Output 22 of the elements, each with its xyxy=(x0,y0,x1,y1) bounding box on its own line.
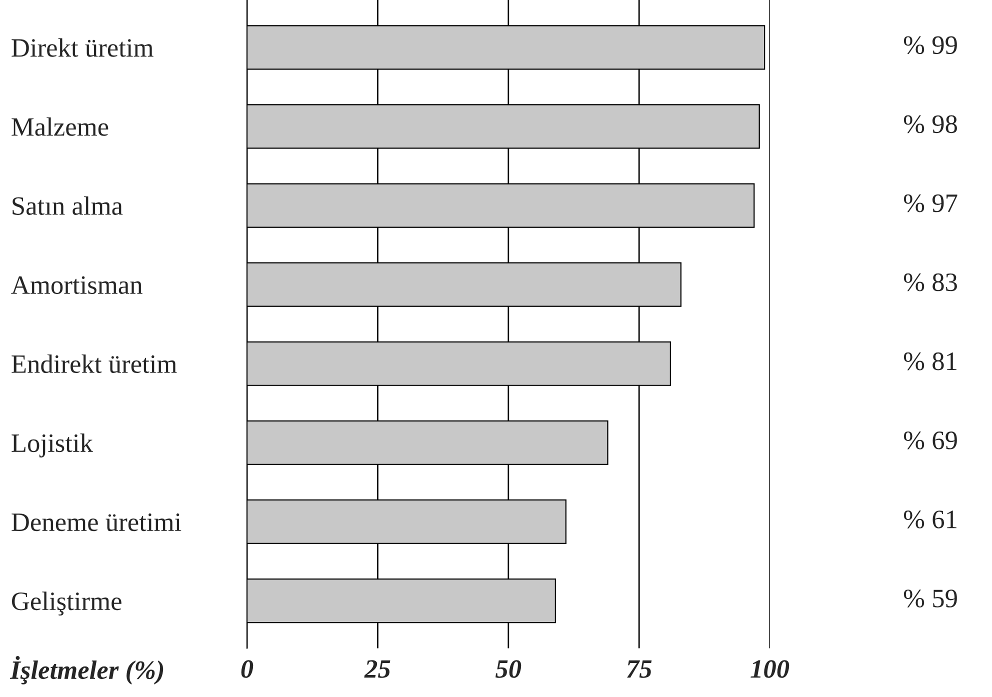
x-tick-label: 25 xyxy=(364,660,390,678)
data-label: % 83 xyxy=(904,273,957,292)
data-label: % 99 xyxy=(904,36,957,54)
y-tick-label: Endirekt üretim xyxy=(12,354,177,374)
y-tick-label: Geliştirme xyxy=(12,592,122,616)
y-tick-label: Direkt üretim xyxy=(12,38,154,57)
y-tick-label: Satın alma xyxy=(12,196,123,215)
y-tick-label: Malzeme xyxy=(12,117,108,136)
x-tick-label: 75 xyxy=(627,660,652,678)
data-label: % 61 xyxy=(904,510,956,528)
data-label: % 69 xyxy=(904,431,957,450)
data-label: % 98 xyxy=(904,115,957,134)
y-tick-label: Amortisman xyxy=(11,276,142,294)
data-label: % 81 xyxy=(904,352,956,370)
x-tick-label: 0 xyxy=(241,660,254,678)
x-tick-label: 50 xyxy=(496,660,522,678)
x-tick-label: 100 xyxy=(750,660,790,678)
x-axis-title: İşletmeler (%) xyxy=(10,656,164,684)
data-label: % 97 xyxy=(904,194,958,212)
y-tick-label: Deneme üretimi xyxy=(12,513,182,532)
y-tick-label: Lojistik xyxy=(12,434,93,458)
data-label: % 59 xyxy=(904,590,957,608)
